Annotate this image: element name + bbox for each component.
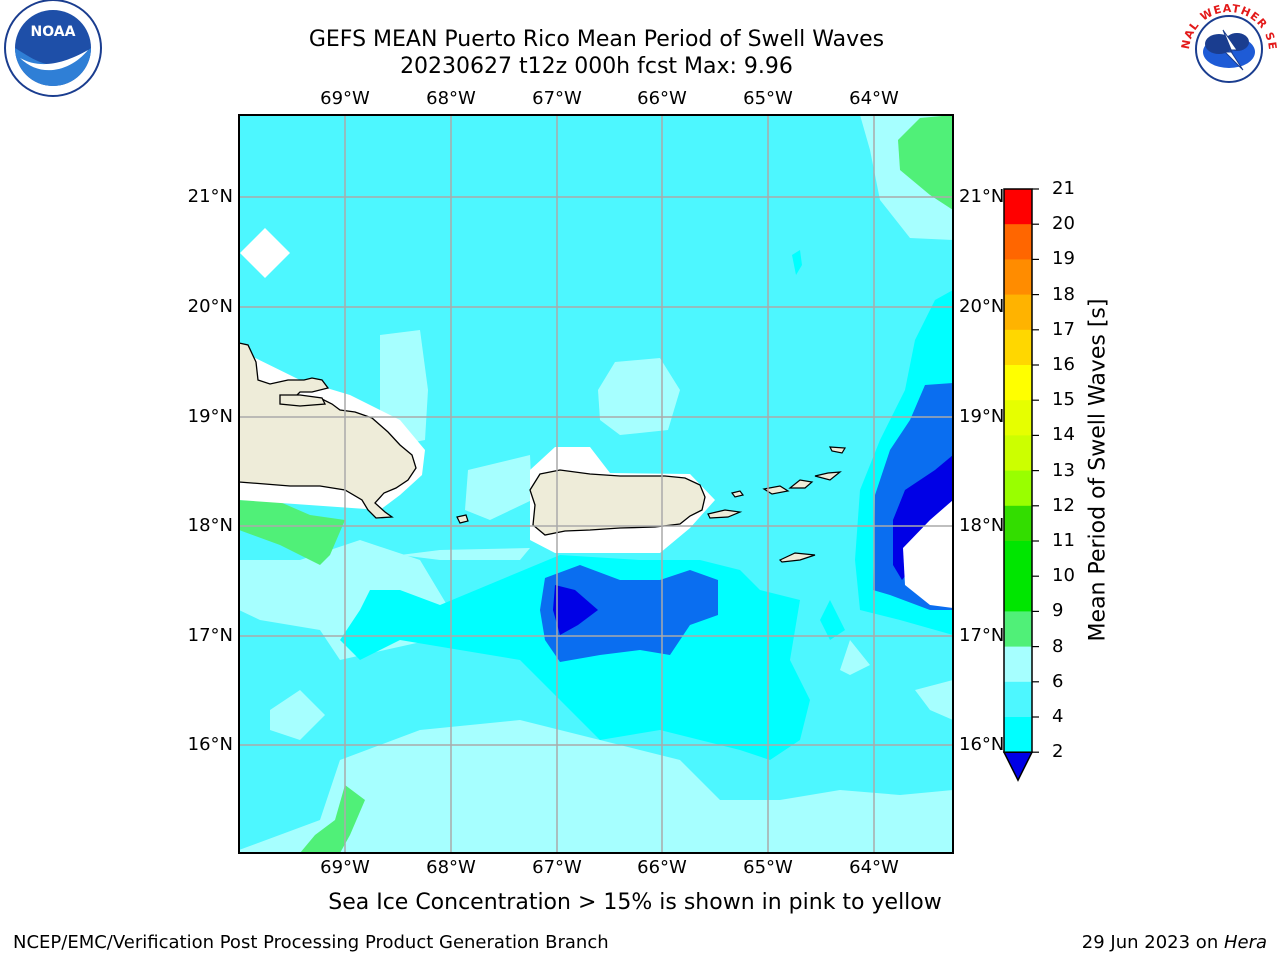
- land-hispaniola: [239, 342, 417, 519]
- swell-region-pale-se1: [915, 680, 953, 720]
- footer-date: 29 Jun 2023 on Hera: [1082, 932, 1267, 953]
- colorbar-segment: [1004, 717, 1032, 753]
- lon-label-top: 65°W: [743, 88, 793, 109]
- land-vieques: [707, 509, 743, 519]
- colorbar-extend-arrow: [1002, 751, 1034, 782]
- noaa-logo: NOAA: [4, 0, 102, 97]
- sea-ice-note: Sea Ice Concentration > 15% is shown in …: [328, 890, 942, 915]
- colorbar-segment: [1004, 259, 1032, 296]
- swell-region-green-south: [300, 785, 365, 853]
- lon-label-bottom: 68°W: [426, 857, 476, 878]
- lat-label-left: 21°N: [187, 186, 233, 207]
- colorbar-tick-label: 14: [1052, 424, 1075, 446]
- swell-region-cyan-ne: [792, 250, 802, 275]
- swell-region-green-ne: [898, 115, 953, 210]
- colorbar-segment: [1004, 611, 1032, 648]
- contour-fill-layer: [239, 115, 953, 853]
- colorbar-segment: [1004, 505, 1032, 542]
- lat-label-left: 17°N: [187, 625, 233, 646]
- swell-region-pale-strip: [400, 548, 530, 560]
- lat-label-left: 19°N: [187, 406, 233, 427]
- chart-subtitle: 20230627 t12z 000h fcst Max: 9.96: [400, 54, 793, 79]
- land-mona: [456, 514, 469, 524]
- no-data-diamond: [240, 228, 290, 278]
- swell-region-pale-center: [598, 358, 680, 435]
- colorbar-tick-label: 11: [1052, 530, 1075, 551]
- colorbar-segment: [1004, 329, 1032, 366]
- colorbar-tick-label: 13: [1052, 459, 1075, 481]
- colorbar-tick-label: 4: [1052, 706, 1064, 727]
- lon-label-bottom: 69°W: [320, 857, 370, 878]
- lat-label-right: 19°N: [959, 406, 1005, 427]
- lon-label-bottom: 67°W: [532, 857, 582, 878]
- colorbar-label: Mean Period of Swell Waves [s]: [1085, 298, 1111, 642]
- colorbar-segment: [1004, 365, 1032, 401]
- lon-label-bottom: 64°W: [849, 857, 899, 878]
- land-st-croix: [778, 552, 816, 563]
- swell-region-green-west: [239, 500, 345, 565]
- colorbar-segment: [1004, 541, 1032, 577]
- lon-label-bottom: 66°W: [637, 857, 687, 878]
- lat-label-right: 16°N: [959, 734, 1005, 755]
- no-data-east: [903, 500, 953, 608]
- swell-region-deep-south: [553, 585, 598, 635]
- colorbar-tick-label: 2: [1052, 741, 1064, 763]
- lat-label-right: 20°N: [959, 296, 1005, 317]
- colorbar-segment: [1004, 576, 1032, 612]
- map-frame: [238, 114, 954, 854]
- footer-branch: NCEP/EMC/Verification Post Processing Pr…: [13, 932, 609, 953]
- lat-label-right: 17°N: [959, 625, 1005, 646]
- lon-label-top: 69°W: [320, 88, 370, 109]
- colorbar-segment: [1004, 435, 1032, 472]
- colorbar-tick-label: 20: [1052, 213, 1075, 235]
- colorbar-tick-label: 9: [1052, 600, 1064, 622]
- colorbar-tick-label: 12: [1052, 494, 1075, 516]
- lon-label-top: 66°W: [637, 88, 687, 109]
- colorbar-tick-label: 8: [1052, 635, 1064, 657]
- swell-region-pale-sw: [270, 690, 325, 740]
- lat-label-right: 21°N: [959, 186, 1005, 207]
- colorbar-tick-label: 18: [1052, 283, 1075, 305]
- colorbar-segment: [1004, 294, 1032, 331]
- colorbar-segment: [1004, 646, 1032, 683]
- colorbar-tick-label: 15: [1052, 389, 1075, 411]
- swell-region-pale-south: [239, 720, 953, 853]
- noaa-logo-text: NOAA: [31, 24, 76, 40]
- land-virgin-islands: [762, 446, 847, 495]
- colorbar-segment: [1004, 681, 1032, 718]
- graticule: [239, 115, 953, 853]
- colorbar-tick-label: 21: [1052, 178, 1075, 199]
- footer-date-text: 29 Jun 2023 on: [1081, 932, 1224, 953]
- lat-label-right: 18°N: [959, 515, 1005, 536]
- swell-region-pale-se2: [840, 640, 870, 675]
- lat-label-left: 18°N: [187, 515, 233, 536]
- swell-region-pale-east: [465, 455, 532, 520]
- chart-title: GEFS MEAN Puerto Rico Mean Period of Swe…: [308, 27, 885, 52]
- lon-label-bottom: 65°W: [743, 857, 793, 878]
- lon-label-top: 67°W: [532, 88, 582, 109]
- colorbar-segment: [1004, 470, 1032, 507]
- land-culebra: [730, 490, 745, 498]
- colorbar-segment: [1004, 224, 1032, 260]
- lon-label-top: 64°W: [849, 88, 899, 109]
- colorbar-tick-label: 17: [1052, 318, 1075, 340]
- colorbar-tick-label: 19: [1052, 248, 1075, 270]
- footer-host: Hera: [1223, 932, 1267, 953]
- lat-label-left: 20°N: [187, 296, 233, 317]
- swell-region-blue-south: [540, 565, 718, 662]
- land-tortuga: [279, 394, 327, 407]
- lat-label-left: 16°N: [187, 734, 233, 755]
- colorbar-segment: [1004, 189, 1032, 225]
- nws-logo: NATIONAL WEATHER SERVICE: [1175, 0, 1278, 95]
- colorbar-tick-label: 16: [1052, 354, 1075, 375]
- colorbar-tick-label: 6: [1052, 670, 1064, 692]
- lon-label-top: 68°W: [426, 88, 476, 109]
- colorbar-segment: [1004, 400, 1032, 436]
- colorbar-tick-label: 10: [1052, 565, 1075, 587]
- swell-region-cyan-se: [820, 600, 845, 640]
